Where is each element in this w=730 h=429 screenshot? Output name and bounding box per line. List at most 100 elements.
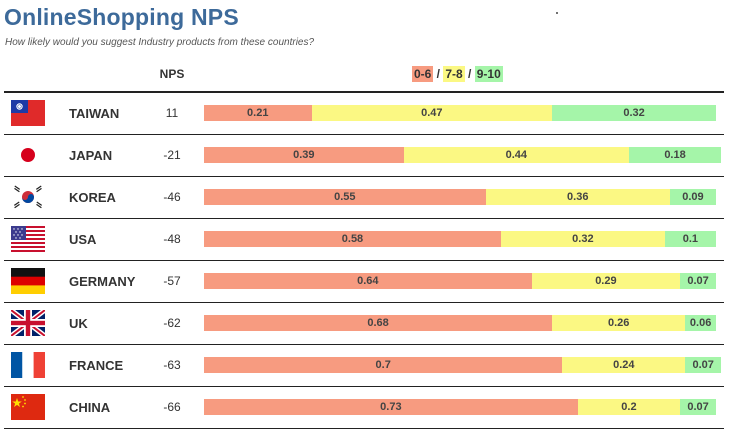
stacked-bar: 0.73 0.2 0.07	[204, 399, 716, 415]
table-row: TAIWAN 11 0.21 0.47 0.32	[4, 93, 724, 135]
data-label: 0.36	[567, 191, 589, 203]
bar-segment-passives: 0.32	[500, 231, 665, 247]
usa-flag-icon	[11, 226, 45, 252]
bar-segment-detractors: 0.21	[204, 105, 312, 121]
uk-flag-icon	[11, 310, 45, 336]
table-row: KOREA -46 0.55 0.36 0.09	[4, 177, 724, 219]
data-label: 0.68	[367, 317, 389, 329]
data-label: 0.26	[608, 317, 630, 329]
data-label: 0.1	[682, 233, 699, 245]
stray-dot	[556, 12, 558, 14]
nps-value: -62	[163, 316, 181, 330]
data-label: 0.07	[687, 401, 709, 413]
legend-item-promoters: 9-10	[474, 66, 503, 82]
bar-segment-detractors: 0.68	[204, 315, 553, 331]
data-label: 0.55	[334, 191, 356, 203]
country-label: GERMANY	[69, 274, 136, 289]
row-divider	[4, 344, 724, 345]
korea-flag-icon	[11, 184, 45, 210]
data-label: 0.44	[505, 149, 528, 161]
country-label: KOREA	[69, 190, 116, 205]
header-rule	[4, 91, 724, 93]
bar-segment-passives: 0.2	[577, 399, 681, 415]
bar-segment-detractors: 0.55	[204, 189, 486, 205]
legend: 0-6 / 7-8 / 9-10	[412, 66, 503, 82]
bar-segment-passives: 0.47	[311, 105, 553, 121]
data-label: 0.07	[692, 359, 714, 371]
row-divider	[4, 386, 724, 387]
bar-segment-promoters: 0.07	[680, 399, 716, 415]
row-divider	[4, 302, 724, 303]
bar-segment-promoters: 0.32	[552, 105, 716, 121]
data-label: 0.21	[247, 107, 269, 119]
bar-segment-promoters: 0.09	[669, 189, 716, 205]
bar-segment-detractors: 0.64	[204, 273, 532, 289]
stacked-bar: 0.21 0.47 0.32	[204, 105, 716, 121]
table-row: GERMANY -57 0.64 0.29 0.07	[4, 261, 724, 303]
table-row: CHINA -66 0.73 0.2 0.07	[4, 387, 724, 429]
bar-segment-passives: 0.36	[485, 189, 670, 205]
row-divider	[4, 176, 724, 177]
row-divider	[4, 218, 724, 219]
data-label: 0.2	[621, 401, 637, 413]
bar-segment-detractors: 0.39	[204, 147, 404, 163]
table-row: UK -62 0.68 0.26 0.06	[4, 303, 724, 345]
data-label: 0.39	[293, 149, 315, 161]
data-label: 0.64	[357, 275, 379, 287]
row-divider	[4, 134, 724, 135]
bar-segment-promoters: 0.18	[628, 147, 722, 163]
china-flag-icon	[11, 394, 45, 420]
nps-value: -63	[163, 358, 181, 372]
data-label: 0.07	[687, 275, 709, 287]
stacked-bar: 0.39 0.44 0.18	[204, 147, 722, 163]
chart-subtitle: How likely would you suggest Industry pr…	[5, 37, 315, 48]
nps-column-header: NPS	[159, 67, 185, 81]
bar-segment-promoters: 0.07	[680, 273, 716, 289]
legend-item-passives: 7-8	[443, 66, 465, 82]
stacked-bar: 0.7 0.24 0.07	[204, 357, 722, 373]
bar-segment-detractors: 0.73	[204, 399, 578, 415]
data-label: 0.24	[613, 359, 635, 371]
stacked-bar: 0.68 0.26 0.06	[204, 315, 716, 331]
country-label: JAPAN	[69, 148, 113, 163]
japan-flag-icon	[11, 142, 45, 168]
country-label: CHINA	[69, 400, 111, 415]
taiwan-flag-icon	[11, 100, 45, 126]
germany-flag-icon	[11, 268, 45, 294]
stacked-bar: 0.58 0.32 0.1	[204, 231, 716, 247]
legend-separator: /	[464, 67, 475, 81]
data-label: 0.09	[682, 191, 704, 203]
nps-value: -66	[163, 400, 181, 414]
country-label: TAIWAN	[69, 106, 120, 121]
data-label: 0.58	[341, 233, 364, 245]
chart-title: OnlineShopping NPS	[4, 4, 239, 30]
table-row: JAPAN -21 0.39 0.44 0.18	[4, 135, 724, 177]
france-flag-icon	[11, 352, 45, 378]
bar-segment-passives: 0.44	[403, 147, 629, 163]
nps-value: -57	[163, 274, 181, 288]
table-row: FRANCE -63 0.7 0.24 0.07	[4, 345, 724, 387]
data-label: 0.32	[623, 107, 645, 119]
data-label: 0.29	[595, 275, 617, 287]
bar-segment-detractors: 0.7	[204, 357, 563, 373]
nps-value: -46	[163, 190, 181, 204]
legend-separator: /	[433, 67, 444, 81]
bar-segment-detractors: 0.58	[204, 231, 501, 247]
data-label: 0.06	[689, 317, 712, 329]
country-label: USA	[69, 232, 97, 247]
nps-value: 11	[165, 106, 179, 120]
data-label: 0.18	[664, 149, 686, 161]
data-label: 0.47	[421, 107, 443, 119]
table-row: USA -48 0.58 0.32 0.1	[4, 219, 724, 261]
bar-segment-passives: 0.26	[552, 315, 686, 331]
bar-segment-promoters: 0.1	[664, 231, 716, 247]
country-label: FRANCE	[69, 358, 124, 373]
bar-segment-promoters: 0.07	[685, 357, 722, 373]
data-label: 0.7	[375, 359, 391, 371]
legend-item-detractors: 0-6	[412, 66, 434, 82]
data-label: 0.32	[572, 233, 594, 245]
row-divider	[4, 260, 724, 261]
stacked-bar: 0.64 0.29 0.07	[204, 273, 716, 289]
country-label: UK	[69, 316, 88, 331]
data-label: 0.73	[380, 401, 402, 413]
